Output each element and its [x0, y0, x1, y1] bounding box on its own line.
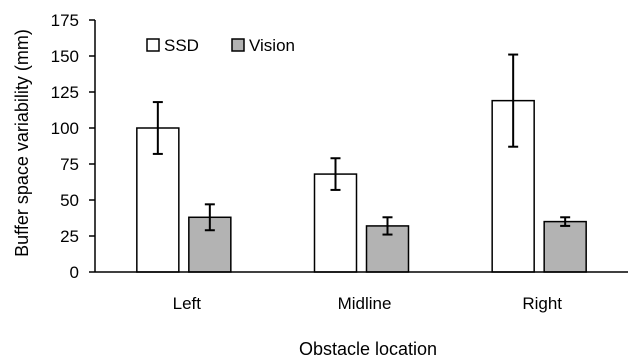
y-tick-label: 0 [70, 263, 79, 282]
y-tick-label: 150 [51, 47, 79, 66]
y-tick-labels: 0 25 50 75 100 125 150 175 [51, 11, 79, 282]
y-tick-label: 175 [51, 11, 79, 30]
legend-swatch-ssd [146, 38, 160, 52]
x-tick-labels: Left Midline Right [173, 294, 563, 313]
x-tick-label: Right [522, 294, 562, 313]
y-axis-title: Buffer space variability (mm) [12, 29, 32, 257]
axes-group [89, 19, 628, 273]
y-tick-label: 50 [60, 191, 79, 210]
legend-label-ssd: SSD [164, 36, 199, 55]
bars-group [136, 99, 587, 273]
legend-swatch-vision [231, 38, 245, 52]
legend: SSD Vision [146, 36, 295, 55]
error-bars-group [152, 53, 571, 236]
x-axis-title: Obstacle location [299, 339, 437, 359]
x-tick-label: Left [173, 294, 202, 313]
y-tick-label: 125 [51, 83, 79, 102]
bar-vision-midline [365, 225, 410, 273]
y-axis-title-group: Buffer space variability (mm) [12, 29, 32, 257]
bar-vision-right [543, 220, 587, 273]
y-tick-label: 100 [51, 119, 79, 138]
y-tick-label: 25 [60, 227, 79, 246]
y-tick-label: 75 [60, 155, 79, 174]
legend-label-vision: Vision [249, 36, 295, 55]
x-tick-label: Midline [338, 294, 392, 313]
